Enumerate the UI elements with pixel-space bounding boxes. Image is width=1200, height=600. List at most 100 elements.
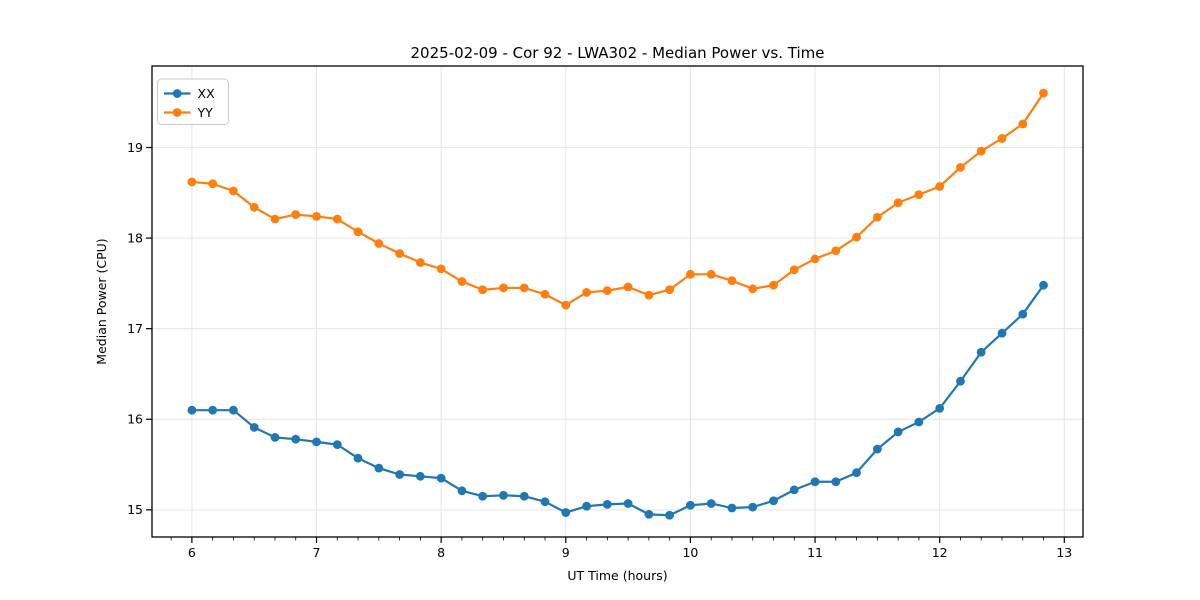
data-point-xx — [644, 509, 654, 519]
data-point-yy — [187, 177, 197, 187]
data-point-xx — [686, 500, 695, 510]
x-axis-label: UT Time (hours) — [567, 568, 667, 583]
data-point-xx — [706, 499, 716, 508]
data-point-xx — [789, 485, 799, 495]
data-point-yy — [623, 282, 633, 292]
data-point-xx — [1039, 280, 1048, 290]
data-point-yy — [1039, 88, 1048, 98]
data-point-xx — [935, 403, 945, 413]
data-point-yy — [249, 202, 259, 212]
legend-label-xx: XX — [198, 86, 216, 101]
data-point-yy — [727, 276, 737, 286]
data-point-yy — [228, 186, 238, 196]
data-point-yy — [893, 198, 903, 208]
data-point-yy — [415, 258, 425, 267]
data-point-xx — [727, 503, 737, 513]
data-point-xx — [893, 427, 903, 437]
data-point-xx — [997, 328, 1007, 338]
data-point-xx — [353, 453, 363, 463]
data-point-yy — [540, 289, 550, 299]
data-point-yy — [956, 163, 965, 172]
x-tick-label: 6 — [188, 545, 196, 560]
data-point-xx — [956, 376, 965, 386]
data-point-yy — [332, 214, 342, 224]
data-point-xx — [914, 417, 924, 427]
data-point-xx — [436, 473, 446, 483]
x-tick-label: 12 — [932, 545, 948, 560]
data-point-xx — [540, 497, 550, 507]
data-point-xx — [374, 463, 384, 473]
data-point-xx — [665, 510, 674, 520]
data-point-yy — [478, 285, 488, 295]
data-point-yy — [582, 288, 591, 297]
y-tick-label: 15 — [127, 502, 143, 517]
axis-ticks — [146, 146, 1065, 543]
data-point-yy — [1018, 119, 1028, 129]
data-point-yy — [561, 300, 571, 310]
data-point-xx — [582, 501, 591, 511]
data-point-xx — [748, 502, 758, 512]
data-point-yy — [810, 254, 820, 264]
x-tick-label: 13 — [1056, 545, 1072, 560]
x-tick-label: 10 — [682, 545, 698, 560]
data-point-xx — [270, 432, 280, 442]
data-point-xx — [187, 405, 197, 415]
legend-marker-icon-yy — [172, 108, 182, 117]
data-point-yy — [374, 239, 384, 248]
data-point-yy — [457, 277, 467, 286]
data-point-xx — [228, 405, 238, 415]
data-point-yy — [789, 265, 799, 275]
data-point-xx — [831, 477, 841, 487]
legend-marker-icon-xx — [172, 89, 182, 98]
data-point-yy — [353, 227, 363, 237]
legend: XX YY — [157, 78, 229, 125]
data-point-xx — [810, 477, 820, 487]
data-point-yy — [706, 269, 716, 279]
data-point-yy — [748, 284, 758, 294]
grid-lines — [152, 66, 1083, 537]
data-point-yy — [769, 280, 778, 290]
data-point-yy — [602, 286, 612, 296]
data-point-xx — [1018, 309, 1028, 319]
series-xx — [187, 280, 1048, 520]
data-point-yy — [935, 182, 945, 191]
data-point-xx — [312, 437, 321, 447]
y-tick-label: 19 — [127, 140, 143, 155]
y-tick-label: 17 — [127, 321, 143, 336]
data-point-yy — [291, 210, 301, 219]
data-point-xx — [395, 470, 405, 479]
data-point-yy — [976, 146, 986, 156]
data-point-yy — [997, 134, 1007, 143]
data-point-yy — [395, 249, 405, 258]
legend-item-xx: XX — [164, 86, 215, 101]
axes-spines — [151, 65, 1084, 538]
x-tick-label: 7 — [313, 545, 321, 560]
data-point-yy — [914, 190, 924, 200]
data-point-xx — [976, 347, 986, 357]
data-point-yy — [436, 264, 446, 274]
data-point-xx — [602, 499, 612, 509]
x-tick-label: 8 — [437, 545, 445, 560]
data-point-xx — [623, 499, 633, 508]
data-point-yy — [270, 214, 280, 224]
axis-tick-labels: 6 7 8 9 10 11 12 13 15 16 17 18 19 — [127, 140, 1072, 560]
data-series — [187, 88, 1048, 520]
data-point-yy — [499, 283, 508, 293]
data-point-yy — [852, 232, 861, 242]
x-tick-label: 11 — [807, 545, 823, 560]
data-point-xx — [249, 423, 259, 432]
data-point-xx — [478, 491, 488, 501]
y-tick-label: 16 — [127, 412, 143, 427]
data-point-yy — [872, 212, 882, 222]
data-point-xx — [519, 491, 529, 501]
data-point-xx — [872, 444, 882, 454]
data-point-yy — [831, 246, 841, 256]
data-point-xx — [457, 486, 467, 496]
chart-title: 2025-02-09 - Cor 92 - LWA302 - Median Po… — [411, 44, 825, 62]
data-point-yy — [312, 211, 321, 221]
legend-box — [157, 78, 229, 125]
data-point-xx — [208, 405, 218, 415]
data-point-xx — [291, 434, 301, 444]
